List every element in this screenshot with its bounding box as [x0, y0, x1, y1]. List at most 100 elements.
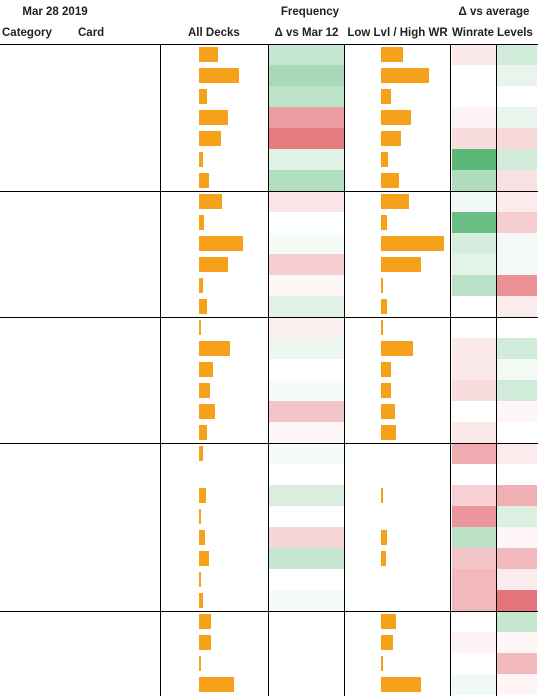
card-name: [78, 632, 162, 653]
low-high-bar: [381, 362, 391, 377]
low-high-value: [348, 359, 381, 380]
winrate-delta-value: [452, 317, 496, 338]
levels-delta-value: [497, 485, 537, 506]
all-decks-bar: [199, 173, 209, 188]
levels-delta-value: [497, 65, 537, 86]
winrate-delta-value: [452, 212, 496, 233]
delta-mar12-value: [269, 254, 344, 275]
levels-delta-value: [497, 212, 537, 233]
low-high-value: [348, 86, 381, 107]
all-decks-value: [163, 653, 199, 674]
levels-delta-value: [497, 86, 537, 107]
delta-mar12-value: [269, 548, 344, 569]
all-decks-value: [163, 128, 199, 149]
all-decks-bar: [199, 89, 207, 104]
delta-mar12-value: [269, 170, 344, 191]
levels-delta-value: [497, 191, 537, 212]
card-name: [78, 191, 162, 212]
card-name: [78, 296, 162, 317]
winrate-delta-value: [452, 254, 496, 275]
all-decks-value: [163, 86, 199, 107]
all-decks-value: [163, 506, 199, 527]
column-divider: [160, 44, 161, 696]
levels-delta-value: [497, 443, 537, 464]
low-high-value: [348, 380, 381, 401]
delta-mar12-value: [269, 359, 344, 380]
all-decks-value: [163, 149, 199, 170]
delta-mar12-value: [269, 128, 344, 149]
winrate-delta-value: [452, 170, 496, 191]
card-name: [78, 107, 162, 128]
delta-mar12-column-header: Δ vs Mar 12: [274, 27, 339, 39]
winrate-delta-value: [452, 338, 496, 359]
delta-mar12-value: [269, 590, 344, 611]
low-high-value: [348, 128, 381, 149]
date-header: Mar 28 2019: [22, 6, 88, 18]
levels-delta-value: [497, 611, 537, 632]
card-name: [78, 506, 162, 527]
all-decks-value: [163, 485, 199, 506]
delta-mar12-value: [269, 569, 344, 590]
low-high-value: [348, 485, 381, 506]
low-high-bar: [381, 131, 401, 146]
winrate-delta-value: [452, 380, 496, 401]
card-name: [78, 674, 162, 695]
card-name: [78, 86, 162, 107]
all-decks-value: [163, 569, 199, 590]
all-decks-value: [163, 380, 199, 401]
winrate-delta-value: [452, 485, 496, 506]
winrate-delta-value: [452, 44, 496, 65]
levels-delta-value: [497, 128, 537, 149]
levels-delta-value: [497, 464, 537, 485]
group-divider: [0, 317, 538, 318]
delta-mar12-value: [269, 674, 344, 695]
all-decks-bar: [199, 362, 213, 377]
all-decks-value: [163, 233, 199, 254]
winrate-column-header: Winrate: [452, 27, 495, 39]
delta-mar12-value: [269, 296, 344, 317]
all-decks-bar: [199, 635, 211, 650]
low-high-bar: [381, 614, 396, 629]
low-high-value: [348, 527, 381, 548]
card-name: [78, 590, 162, 611]
low-high-bar: [381, 530, 387, 545]
winrate-delta-value: [452, 611, 496, 632]
delta-mar12-value: [269, 86, 344, 107]
levels-delta-value: [497, 107, 537, 128]
all-decks-bar: [199, 425, 207, 440]
levels-delta-value: [497, 590, 537, 611]
winrate-delta-value: [452, 65, 496, 86]
card-name: [78, 338, 162, 359]
delta-mar12-value: [269, 380, 344, 401]
levels-delta-value: [497, 296, 537, 317]
levels-delta-value: [497, 506, 537, 527]
all-decks-value: [163, 401, 199, 422]
low-high-value: [348, 632, 381, 653]
all-decks-value: [163, 674, 199, 695]
group-divider: [0, 611, 538, 612]
winrate-delta-value: [452, 506, 496, 527]
card-name: [78, 611, 162, 632]
delta-mar12-value: [269, 212, 344, 233]
all-decks-bar: [199, 530, 205, 545]
winrate-delta-value: [452, 422, 496, 443]
all-decks-value: [163, 317, 199, 338]
column-divider: [496, 44, 497, 696]
all-decks-bar: [199, 110, 228, 125]
delta-mar12-value: [269, 233, 344, 254]
delta-mar12-value: [269, 485, 344, 506]
low-high-value: [348, 611, 381, 632]
levels-delta-value: [497, 170, 537, 191]
all-decks-bar: [199, 68, 239, 83]
low-high-bar: [381, 551, 386, 566]
card-name: [78, 317, 162, 338]
column-divider: [450, 44, 451, 696]
levels-delta-value: [497, 149, 537, 170]
low-high-bar: [381, 383, 391, 398]
low-high-value: [348, 65, 381, 86]
all-decks-value: [163, 107, 199, 128]
all-decks-bar: [199, 131, 221, 146]
low-high-bar: [381, 677, 421, 692]
low-high-bar: [381, 635, 393, 650]
delta-mar12-value: [269, 107, 344, 128]
